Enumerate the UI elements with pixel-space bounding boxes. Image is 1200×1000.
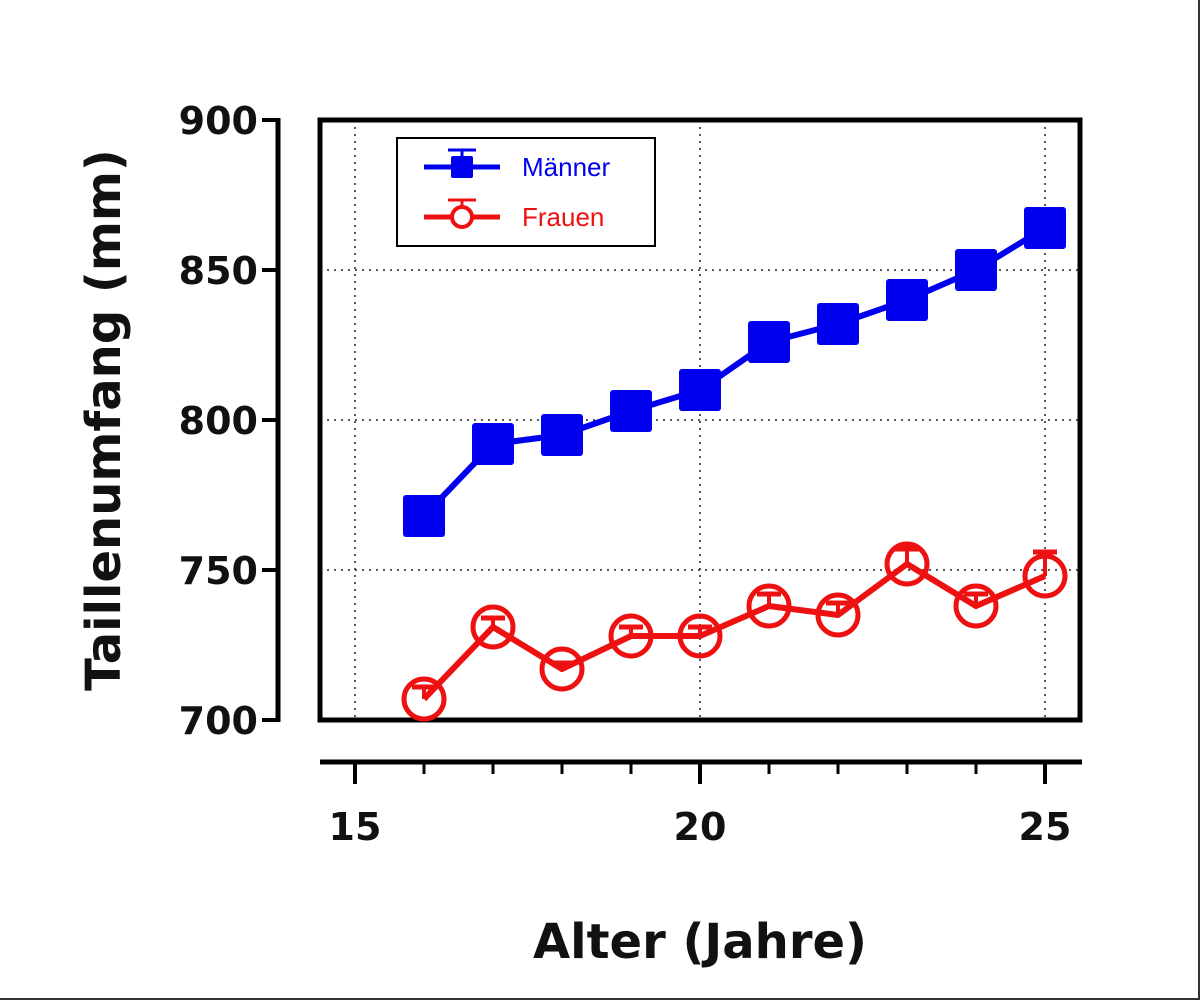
data-point — [955, 249, 997, 291]
legend-marker-square-icon — [451, 156, 473, 178]
y-tick-label: 850 — [179, 249, 258, 293]
y-tick-label: 750 — [179, 549, 258, 593]
x-tick-label: 15 — [329, 805, 382, 849]
x-axis: 15 20 25 — [320, 759, 1082, 849]
data-point — [953, 583, 999, 629]
legend-label: Männer — [522, 152, 610, 182]
legend-item: Männer — [424, 148, 610, 182]
data-point — [403, 495, 445, 537]
data-point — [679, 369, 721, 411]
y-tick-label: 800 — [179, 399, 258, 443]
data-point — [470, 604, 516, 650]
series-Frauen — [401, 541, 1068, 722]
data-point — [608, 613, 654, 659]
data-point — [539, 646, 585, 692]
series-Männer — [403, 207, 1066, 537]
y-axis: 700 750 800 850 900 — [179, 99, 281, 743]
series-line — [421, 225, 1047, 519]
data-point — [884, 541, 930, 587]
legend: Männer Frauen — [396, 137, 656, 247]
data-point — [817, 303, 859, 345]
x-tick-label: 20 — [674, 805, 727, 849]
legend-label: Frauen — [522, 202, 604, 232]
series-layer — [401, 207, 1068, 722]
legend-box — [396, 137, 656, 247]
data-point — [1022, 553, 1068, 599]
y-tick-label: 900 — [179, 99, 258, 143]
data-point — [472, 423, 514, 465]
legend-marker-circle-icon — [450, 205, 474, 229]
data-point — [886, 279, 928, 321]
data-point — [610, 390, 652, 432]
data-point — [1024, 207, 1066, 249]
x-axis-title: Alter (Jahre) — [533, 914, 867, 970]
data-point — [815, 592, 861, 638]
data-point — [541, 414, 583, 456]
data-point — [746, 583, 792, 629]
legend-item: Frauen — [424, 198, 604, 232]
data-point — [677, 613, 723, 659]
y-tick-label: 700 — [179, 699, 258, 743]
plot-frame — [317, 117, 1083, 723]
y-axis-title: Taillenumfang (mm) — [76, 149, 132, 691]
x-tick-label: 25 — [1019, 805, 1072, 849]
series-line — [421, 561, 1047, 702]
data-point — [401, 676, 447, 722]
data-point — [748, 321, 790, 363]
